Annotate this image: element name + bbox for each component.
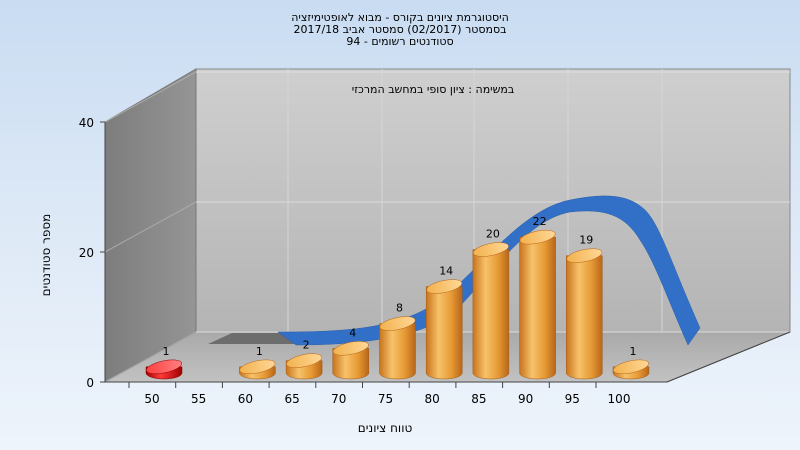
bar-top [472, 242, 509, 257]
bar-body [379, 323, 416, 380]
x-tick-label: 100 [608, 392, 631, 406]
histogram-bar [332, 341, 370, 380]
grid-line-y [104, 71, 197, 123]
y-axis: 0 20 40 [79, 116, 106, 390]
y-tick-label: 40 [79, 116, 94, 130]
bar-value-label: 1 [163, 345, 170, 358]
bar-top [519, 229, 556, 245]
bar-body [332, 348, 370, 380]
y-tick-label: 0 [86, 376, 94, 390]
chart-title-line-3: סטודנטים רשומים - 94 [346, 35, 454, 48]
bar-top [286, 353, 323, 368]
bar-value-label: 1 [256, 345, 263, 358]
chart-title-line-1: היסטוגרמת ציונים בקורס - מבוא לאופטימיזצ… [291, 11, 509, 24]
bar-body [566, 255, 603, 380]
x-tick-label: 80 [425, 392, 440, 406]
grid-line-y [104, 201, 197, 253]
bar-top [613, 359, 649, 375]
bar-value-label: 22 [533, 215, 547, 228]
histogram-bar [425, 279, 463, 380]
bar-value-label: 4 [349, 326, 356, 339]
x-axis: 50 55 60 65 70 75 80 85 90 95 100 [105, 331, 791, 406]
histogram-bar [472, 242, 510, 380]
histogram-bar [612, 359, 650, 380]
x-tick-label: 70 [331, 392, 346, 406]
bar-body [519, 236, 556, 380]
x-tick-label: 55 [191, 392, 206, 406]
histogram-bar [566, 248, 603, 380]
floor-shadow [208, 333, 298, 344]
bar-value-label: 19 [579, 234, 593, 247]
histogram-bar [239, 359, 276, 380]
chart-subtitle: במשימה : ציון סופי במחשב המרכזי [352, 83, 515, 96]
bar-top [379, 316, 416, 331]
bar-body [425, 286, 463, 380]
bars-layer [145, 229, 650, 380]
x-tick-label: 50 [144, 392, 159, 406]
bar-value-label: 14 [439, 265, 453, 278]
bar-value-label: 2 [303, 339, 310, 352]
grid-line-y [104, 331, 197, 383]
chart-title-line-2: בסמסטר (02/2017) סמסטר אביב 2017/18 [293, 23, 507, 36]
x-tick-label: 60 [238, 392, 253, 406]
x-tick-label: 85 [471, 392, 486, 406]
data-labels: 1 1 2 4 8 14 20 22 19 1 [163, 215, 637, 358]
histogram-bar [285, 353, 323, 380]
histogram-bar [379, 316, 416, 380]
bar-value-label: 1 [630, 345, 637, 358]
left-wall [104, 68, 197, 383]
bar-top [566, 248, 603, 263]
x-tick-label: 95 [565, 392, 580, 406]
bar-body [472, 249, 510, 380]
y-axis-title: מספר סטודנטים [39, 214, 53, 297]
histogram-bar [519, 229, 556, 380]
x-tick-label: 75 [378, 392, 393, 406]
bar-top [239, 359, 276, 375]
bar-value-label: 20 [486, 228, 500, 241]
x-tick-label: 65 [284, 392, 299, 406]
bar-value-label: 8 [396, 302, 403, 315]
x-tick-label: 90 [518, 392, 533, 406]
y-tick-label: 20 [79, 246, 94, 260]
bar-top [426, 279, 463, 294]
x-axis-title: טווח ציונים [358, 421, 413, 435]
histogram-bar [145, 359, 183, 380]
bar-top [146, 359, 182, 375]
bar-top [332, 341, 369, 356]
